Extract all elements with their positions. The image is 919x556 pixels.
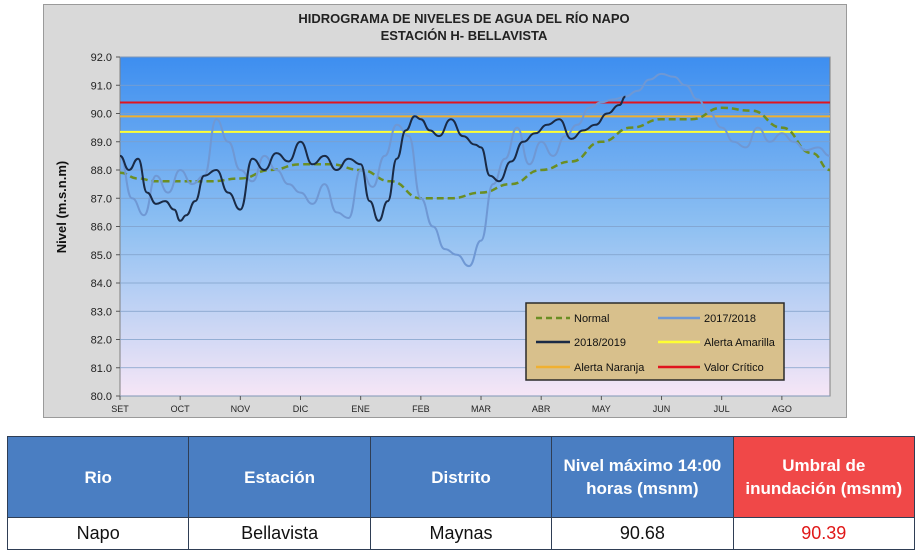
legend-label-valor-critico: Valor Crítico (704, 362, 764, 374)
x-tick-label: OCT (171, 404, 191, 414)
legend-label-2017-2018: 2017/2018 (704, 313, 756, 325)
y-tick-label: 84.0 (91, 278, 112, 290)
x-tick-label: ABR (532, 404, 551, 414)
y-tick-label: 87.0 (91, 193, 112, 205)
y-tick-label: 90.0 (91, 109, 112, 121)
x-tick-label: MAR (471, 404, 492, 414)
chart-subtitle: ESTACIÓN H- BELLAVISTA (381, 28, 548, 43)
cell-rio: Napo (6, 517, 190, 550)
chart-frame: HIDROGRAMA DE NIVELES DE AGUA DEL RÍO NA… (43, 4, 847, 418)
chart-title: HIDROGRAMA DE NIVELES DE AGUA DEL RÍO NA… (298, 11, 629, 26)
header-estacion: Estación (188, 436, 371, 518)
cell-distrito: Maynas (369, 517, 553, 550)
y-tick-labels: 80.0 81.0 82.0 83.0 84.0 85.0 86.0 87.0 88.0 89.0… (91, 52, 120, 403)
x-tick-label: NOV (231, 404, 251, 414)
header-distrito: Distrito (369, 436, 553, 518)
x-tick-label: AGO (772, 404, 792, 414)
x-tick-label: DIC (293, 404, 309, 414)
x-tick-label: ENE (351, 404, 370, 414)
y-tick-label: 86.0 (91, 222, 112, 234)
x-tick-label: JUL (714, 404, 730, 414)
y-tick-label: 88.0 (91, 165, 112, 177)
cell-umbral-inundacion: 90.39 (732, 517, 916, 550)
y-tick-label: 81.0 (91, 363, 112, 375)
cell-estacion: Bellavista (188, 517, 371, 550)
header-nivel-maximo: Nivel máximo 14:00 horas (msnm) (551, 436, 734, 518)
y-tick-label: 85.0 (91, 250, 112, 262)
series-line-normal (119, 106, 831, 200)
table-header-row: Rio Estación Distrito Nivel máximo 14:00… (6, 436, 916, 518)
x-tick-label: FEB (412, 404, 430, 414)
legend-label-alerta-naranja: Alerta Naranja (574, 362, 645, 374)
legend-label-normal: Normal (574, 313, 609, 325)
x-tick-label: MAY (592, 404, 611, 414)
y-tick-label: 83.0 (91, 306, 112, 318)
station-info-table: Rio Estación Distrito Nivel máximo 14:00… (6, 436, 916, 550)
series-lines (119, 72, 831, 268)
y-tick-label: 82.0 (91, 335, 112, 347)
series-line-2017-2018 (119, 72, 831, 268)
x-tick-labels: SET OCT NOV DIC ENE FEB MAR ABR MAY JUN JUL AGO (111, 396, 792, 414)
legend: Normal 2017/2018 2018/2019 Alerta Amaril… (525, 302, 785, 381)
cell-nivel-maximo: 90.68 (551, 517, 734, 550)
series-line-2018-2019 (119, 95, 626, 222)
y-axis-label: Nivel (m.s.n.m) (54, 161, 69, 253)
hydrograph-chart: HIDROGRAMA DE NIVELES DE AGUA DEL RÍO NA… (54, 11, 831, 414)
header-rio: Rio (6, 436, 190, 518)
y-tick-label: 92.0 (91, 52, 112, 64)
y-tick-label: 91.0 (91, 80, 112, 92)
y-tick-label: 89.0 (91, 137, 112, 149)
table-row: Napo Bellavista Maynas 90.68 90.39 (6, 517, 916, 550)
legend-label-alerta-amarilla: Alerta Amarilla (704, 337, 776, 349)
y-tick-label: 80.0 (91, 391, 112, 403)
x-tick-label: SET (111, 404, 129, 414)
legend-label-2018-2019: 2018/2019 (574, 337, 626, 349)
x-tick-label: JUN (653, 404, 671, 414)
threshold-lines (120, 101, 830, 133)
header-umbral-inundacion: Umbral de inundación (msnm) (732, 436, 916, 518)
